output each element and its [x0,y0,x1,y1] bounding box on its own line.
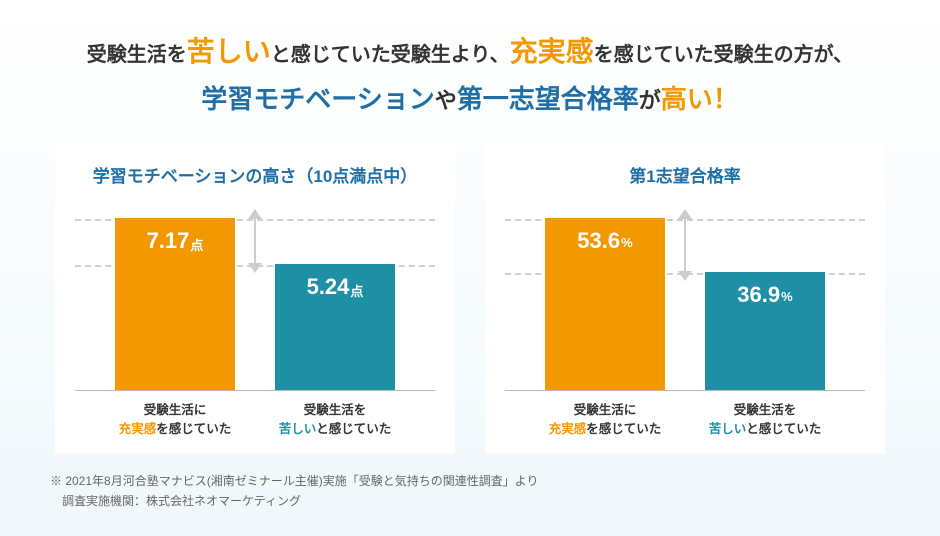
headline-l1-e: を感じていた受験生の方が、 [594,44,854,66]
cat-keyword: 充実感 [549,422,587,436]
headline-l2-a: 学習モチベーション [201,84,434,114]
panel-title: 学習モチベーションの高さ（10点満点中） [93,162,418,187]
cat-text: と感じていた [316,422,391,436]
bar-rect: 36.9% [705,272,825,390]
bar: 7.17点 [115,201,235,390]
footnote: ※ 2021年8月河合塾マナビス(湘南ゼミナール主催)実施「受験と気持ちの関連性… [50,471,890,512]
cat-text: と感じていた [746,422,821,436]
bar-unit: 点 [190,228,203,254]
cat-text: 受験生活に [574,403,637,417]
panel-title: 第1志望合格率 [629,162,740,187]
bar: 53.6% [545,201,665,390]
category-label: 受験生活を苦しいと感じていた [705,401,825,439]
bar-rect: 7.17点 [115,218,235,390]
cat-text: 受験生活を [304,403,367,417]
headline-l2-b: や [435,88,457,113]
headline-l2-c: 第一志望合格率 [457,84,639,114]
headline-l1-d: 充実感 [510,36,594,67]
bar-value: 7.17 [147,228,190,254]
category-labels: 受験生活に充実感を感じていた 受験生活を苦しいと感じていた [505,401,865,439]
plot-area: 53.6%36.9% [505,201,865,391]
bar-rect: 53.6% [545,218,665,390]
cat-keyword: 苦しい [709,422,747,436]
headline-line2: 学習モチベーションや第一志望合格率が高い！ [50,79,890,121]
diff-arrow-icon [665,209,705,281]
category-label: 受験生活を苦しいと感じていた [275,401,395,439]
category-labels: 受験生活に充実感を感じていた 受験生活を苦しいと感じていた [75,401,435,439]
cat-keyword: 充実感 [119,422,157,436]
category-label: 受験生活に充実感を感じていた [115,401,235,439]
headline-l1-a: 受験生活を [87,44,187,66]
bar-value: 53.6 [577,228,620,254]
panel-motivation: 学習モチベーションの高さ（10点満点中）7.17点5.24点受験生活に充実感を感… [55,144,455,453]
cat-text: 受験生活を [734,403,797,417]
bar-value: 5.24 [307,274,350,300]
charts-row: 学習モチベーションの高さ（10点満点中）7.17点5.24点受験生活に充実感を感… [50,144,890,453]
footnote-line2: 調査実施機関：株式会社ネオマーケティング [50,491,890,511]
headline-l2-e: 高い！ [661,84,739,114]
bar-unit: 点 [350,274,363,300]
bar-unit: % [781,282,793,304]
headline-l2-d: が [639,88,661,113]
headline-l1-c: と感じていた受験生より、 [271,44,510,66]
bar-rect: 5.24点 [275,264,395,390]
panel-passrate: 第1志望合格率53.6%36.9%受験生活に充実感を感じていた受験生活を苦しいと… [485,144,885,453]
bar-value: 36.9 [737,282,780,308]
bar-unit: % [621,228,633,250]
cat-text: を感じていた [156,422,231,436]
bar: 5.24点 [275,201,395,390]
plot-area: 7.17点5.24点 [75,201,435,391]
footnote-line1: ※ 2021年8月河合塾マナビス(湘南ゼミナール主催)実施「受験と気持ちの関連性… [50,471,890,491]
headline-line1: 受験生活を苦しいと感じていた受験生より、充実感を感じていた受験生の方が、 [50,30,890,75]
cat-text: を感じていた [586,422,661,436]
cat-text: 受験生活に [144,403,207,417]
bar: 36.9% [705,201,825,390]
cat-keyword: 苦しい [279,422,317,436]
category-label: 受験生活に充実感を感じていた [545,401,665,439]
diff-arrow-icon [235,209,275,273]
headline-l1-b: 苦しい [187,36,271,67]
headline: 受験生活を苦しいと感じていた受験生より、充実感を感じていた受験生の方が、 学習モ… [50,30,890,120]
